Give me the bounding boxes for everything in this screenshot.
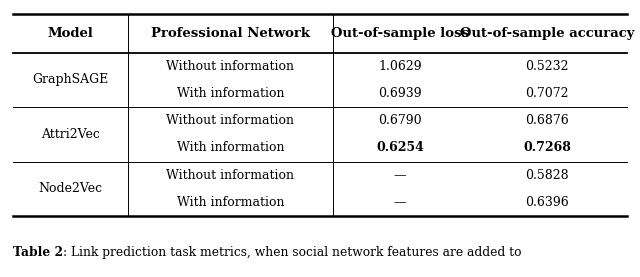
Text: 0.6939: 0.6939: [378, 87, 422, 100]
Text: 0.5828: 0.5828: [525, 169, 569, 182]
Text: —: —: [394, 196, 406, 209]
Text: Out-of-sample accuracy: Out-of-sample accuracy: [460, 27, 634, 40]
Text: : Link prediction task metrics, when social network features are added to: : Link prediction task metrics, when soc…: [63, 246, 522, 258]
Text: Out-of-sample loss: Out-of-sample loss: [331, 27, 469, 40]
Text: 0.7072: 0.7072: [525, 87, 569, 100]
Text: Node2Vec: Node2Vec: [38, 182, 102, 195]
Text: Attri2Vec: Attri2Vec: [41, 128, 100, 141]
Text: 0.6254: 0.6254: [376, 142, 424, 155]
Text: 0.6396: 0.6396: [525, 196, 569, 209]
Text: Without information: Without information: [166, 169, 294, 182]
Text: 0.5232: 0.5232: [525, 60, 569, 73]
Text: Model: Model: [47, 27, 93, 40]
Text: Without information: Without information: [166, 60, 294, 73]
Text: With information: With information: [177, 196, 284, 209]
Text: 0.7268: 0.7268: [524, 142, 571, 155]
Text: 1.0629: 1.0629: [378, 60, 422, 73]
Text: 0.6790: 0.6790: [378, 114, 422, 127]
Text: With information: With information: [177, 142, 284, 155]
Text: With information: With information: [177, 87, 284, 100]
Text: GraphSAGE: GraphSAGE: [32, 73, 109, 86]
Text: Without information: Without information: [166, 114, 294, 127]
Text: Table 2: Table 2: [13, 246, 63, 258]
Text: 0.6876: 0.6876: [525, 114, 569, 127]
Text: Professional Network: Professional Network: [151, 27, 310, 40]
Text: —: —: [394, 169, 406, 182]
